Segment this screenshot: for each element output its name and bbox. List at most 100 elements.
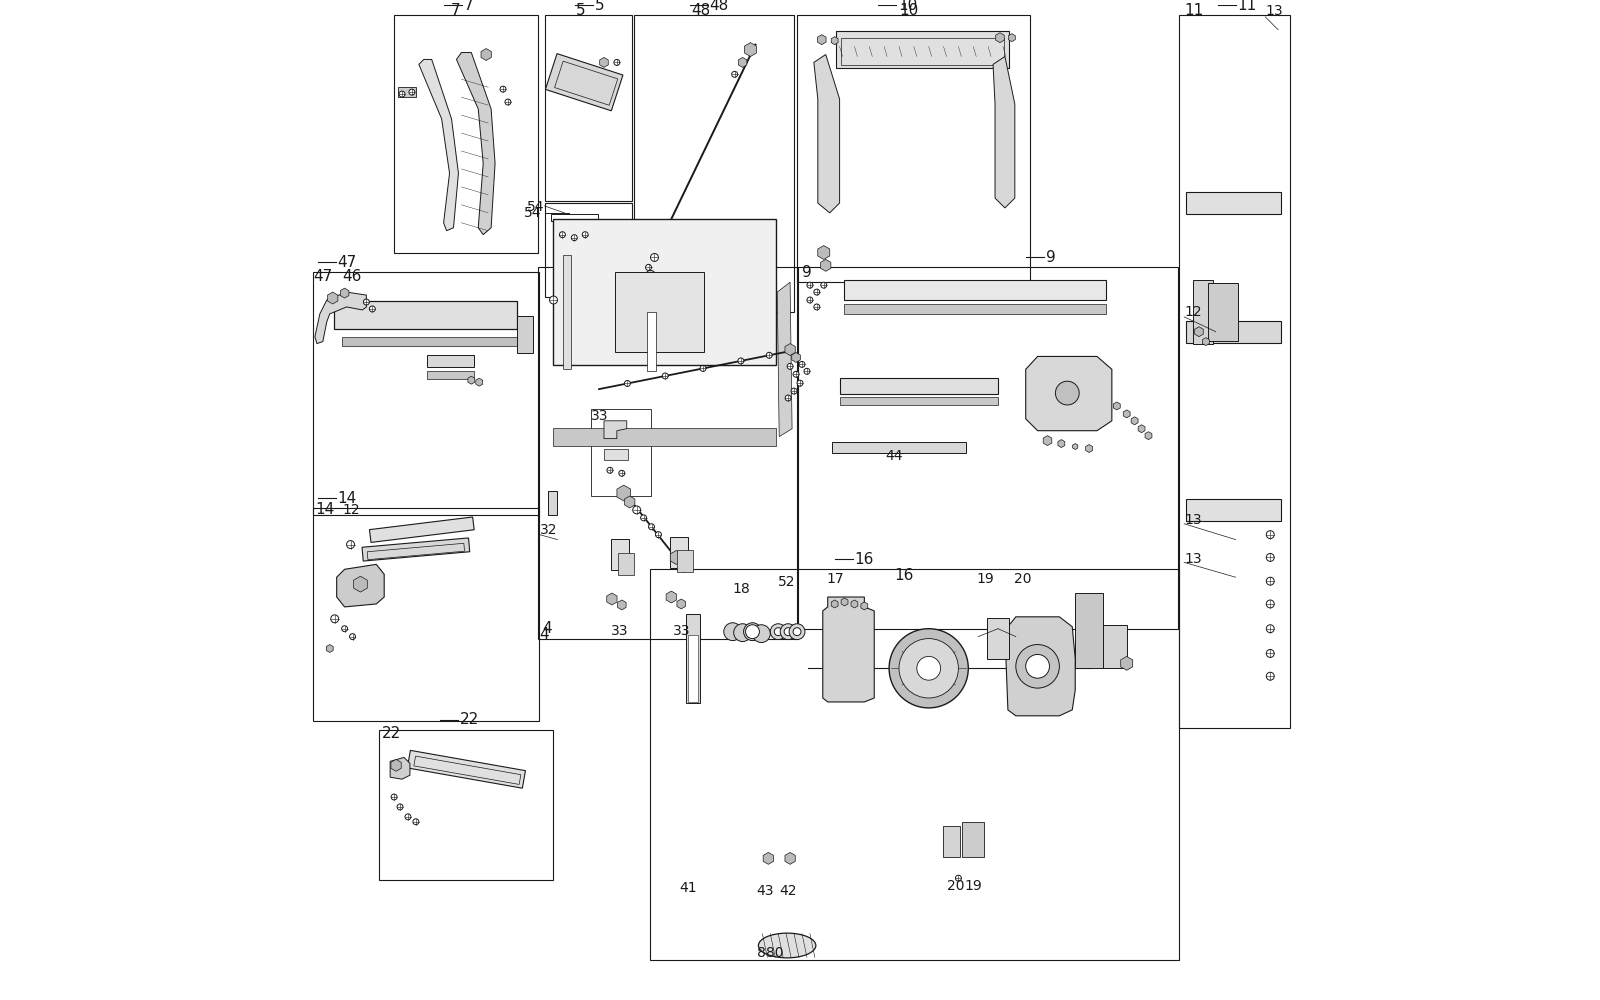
Text: 4: 4 bbox=[539, 627, 549, 642]
Text: 33: 33 bbox=[672, 624, 690, 638]
Polygon shape bbox=[1086, 445, 1093, 452]
Polygon shape bbox=[546, 54, 622, 111]
Bar bbox=[832, 442, 966, 453]
Polygon shape bbox=[666, 591, 677, 603]
Text: 5: 5 bbox=[576, 3, 586, 18]
Circle shape bbox=[331, 615, 339, 623]
Bar bbox=[550, 214, 598, 221]
Text: 14: 14 bbox=[338, 491, 357, 506]
Text: 54: 54 bbox=[525, 206, 542, 220]
Polygon shape bbox=[354, 576, 368, 592]
Polygon shape bbox=[1138, 425, 1146, 433]
Polygon shape bbox=[818, 35, 826, 45]
Bar bbox=[427, 355, 474, 367]
Text: 18: 18 bbox=[733, 582, 750, 596]
Circle shape bbox=[614, 59, 619, 65]
Bar bbox=[611, 539, 629, 570]
Bar bbox=[962, 822, 984, 857]
Polygon shape bbox=[341, 288, 349, 298]
Polygon shape bbox=[1123, 410, 1130, 418]
Circle shape bbox=[781, 624, 797, 640]
Bar bbox=[618, 553, 634, 575]
Text: 32: 32 bbox=[539, 523, 557, 537]
Polygon shape bbox=[1120, 656, 1133, 670]
Circle shape bbox=[766, 352, 773, 358]
Bar bbox=[797, 267, 1178, 629]
Circle shape bbox=[738, 358, 744, 364]
Circle shape bbox=[790, 388, 797, 394]
Polygon shape bbox=[832, 600, 838, 608]
Circle shape bbox=[1266, 577, 1274, 585]
Circle shape bbox=[349, 634, 355, 640]
Text: 13: 13 bbox=[1184, 513, 1202, 527]
Bar bbox=[427, 371, 474, 379]
Circle shape bbox=[501, 86, 506, 92]
Circle shape bbox=[571, 235, 578, 241]
Polygon shape bbox=[482, 49, 491, 60]
Text: 48: 48 bbox=[710, 0, 730, 12]
Circle shape bbox=[1266, 531, 1274, 539]
Circle shape bbox=[746, 625, 760, 639]
Polygon shape bbox=[1195, 327, 1203, 337]
Polygon shape bbox=[618, 485, 630, 501]
Text: 19: 19 bbox=[976, 572, 994, 586]
Circle shape bbox=[656, 532, 661, 538]
Text: 47: 47 bbox=[314, 269, 333, 284]
Text: 20: 20 bbox=[1014, 572, 1032, 586]
Polygon shape bbox=[624, 496, 635, 508]
Circle shape bbox=[560, 232, 565, 238]
Bar bbox=[398, 87, 416, 97]
Text: 16: 16 bbox=[894, 568, 914, 583]
Circle shape bbox=[645, 270, 656, 280]
Circle shape bbox=[917, 656, 941, 680]
Circle shape bbox=[1016, 645, 1059, 688]
Polygon shape bbox=[851, 600, 858, 608]
Circle shape bbox=[549, 296, 557, 304]
Text: 43: 43 bbox=[757, 884, 774, 898]
Text: 12: 12 bbox=[1184, 305, 1202, 319]
Text: 41: 41 bbox=[680, 881, 698, 895]
Circle shape bbox=[734, 624, 752, 642]
Text: 7: 7 bbox=[464, 0, 474, 12]
Bar bbox=[314, 272, 539, 515]
Circle shape bbox=[821, 282, 827, 288]
Circle shape bbox=[701, 365, 706, 371]
Polygon shape bbox=[390, 759, 402, 771]
Circle shape bbox=[770, 624, 786, 640]
Circle shape bbox=[398, 91, 405, 97]
Text: 20: 20 bbox=[947, 879, 965, 893]
Polygon shape bbox=[1146, 432, 1152, 440]
Circle shape bbox=[806, 282, 813, 288]
Circle shape bbox=[789, 624, 805, 640]
Circle shape bbox=[662, 373, 669, 379]
Bar bbox=[840, 397, 998, 405]
Bar bbox=[797, 15, 1030, 282]
Circle shape bbox=[731, 71, 738, 77]
Polygon shape bbox=[842, 598, 848, 606]
Bar bbox=[342, 337, 518, 346]
Circle shape bbox=[814, 289, 819, 295]
Circle shape bbox=[342, 626, 347, 632]
Text: 4: 4 bbox=[542, 621, 552, 636]
Text: 12: 12 bbox=[342, 503, 360, 517]
Circle shape bbox=[405, 814, 411, 820]
Circle shape bbox=[606, 467, 613, 473]
Polygon shape bbox=[1008, 34, 1016, 42]
Bar bbox=[544, 15, 632, 201]
Circle shape bbox=[651, 253, 659, 261]
Bar bbox=[1186, 499, 1282, 521]
Bar bbox=[686, 614, 701, 703]
Text: 47: 47 bbox=[338, 255, 357, 270]
Polygon shape bbox=[603, 449, 627, 460]
Bar bbox=[517, 316, 533, 353]
Polygon shape bbox=[677, 599, 685, 609]
Text: 10: 10 bbox=[899, 3, 918, 18]
Text: 48: 48 bbox=[691, 3, 710, 18]
Circle shape bbox=[619, 470, 624, 476]
Circle shape bbox=[814, 304, 819, 310]
Circle shape bbox=[890, 629, 968, 708]
Bar bbox=[334, 301, 517, 329]
Circle shape bbox=[1266, 625, 1274, 633]
Circle shape bbox=[363, 299, 370, 305]
Circle shape bbox=[752, 625, 770, 643]
